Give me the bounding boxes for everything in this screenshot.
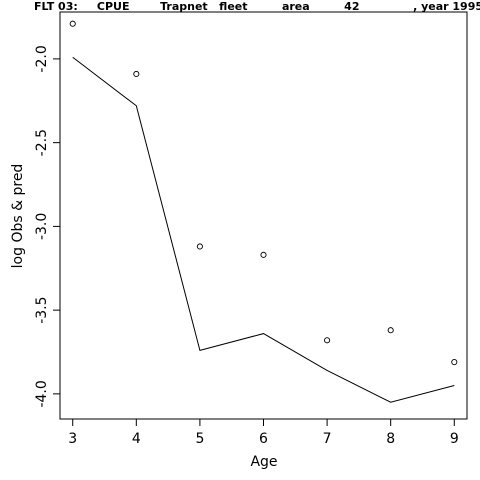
x-axis: 3 4 5 6 7 8 9 <box>68 419 459 447</box>
plot-box <box>59 11 468 420</box>
observed-point <box>260 251 267 258</box>
y-tick-label: -2.0 <box>34 45 50 72</box>
predicted-series <box>72 56 455 403</box>
x-axis-label: Age <box>250 454 277 470</box>
x-tick-label: 8 <box>386 431 395 447</box>
x-tick-label: 5 <box>195 431 204 447</box>
observed-point <box>196 243 203 250</box>
observed-point <box>324 337 331 344</box>
x-tick-label: 7 <box>323 431 332 447</box>
y-tick-label: -3.0 <box>34 213 50 240</box>
y-axis-label: log Obs & pred <box>10 164 26 269</box>
y-tick-label: -4.0 <box>34 380 50 407</box>
observed-point <box>387 327 394 334</box>
observed-point <box>133 70 140 78</box>
observed-point <box>451 359 458 366</box>
y-axis: -2.0 -2.5 -3.0 -3.5 -4.0 <box>34 45 60 408</box>
observed-point <box>69 20 76 27</box>
observed-series <box>69 20 458 366</box>
x-tick-label: 4 <box>132 431 141 447</box>
x-tick-label: 9 <box>450 431 459 447</box>
x-tick-label: 6 <box>259 431 268 447</box>
x-tick-label: 3 <box>68 431 77 447</box>
chart-title: FLT 03: CPUE Trapnet fleet area 42 , yea… <box>34 0 480 13</box>
predicted-line <box>72 56 455 403</box>
y-tick-label: -3.5 <box>34 296 50 323</box>
y-tick-label: -2.5 <box>34 129 50 156</box>
